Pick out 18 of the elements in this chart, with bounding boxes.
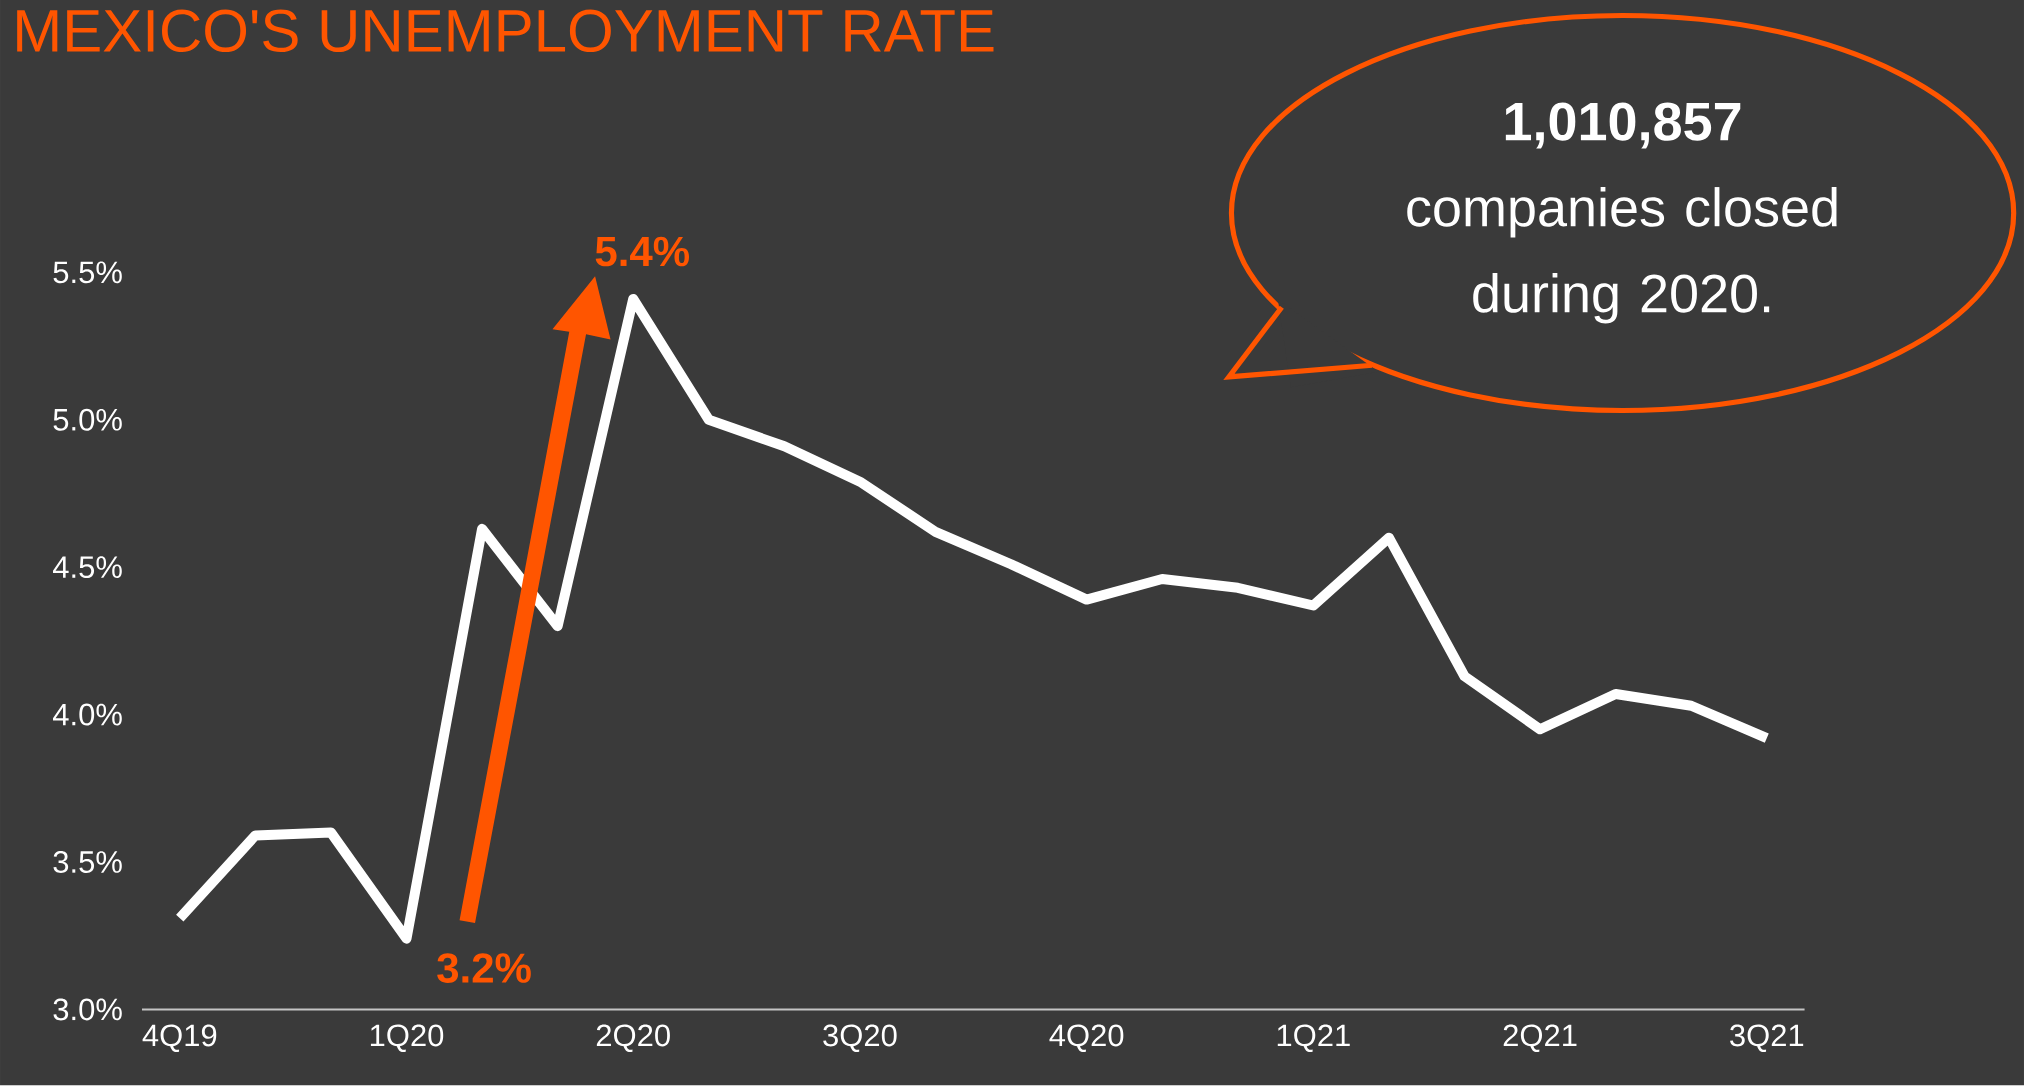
annotation: 5.4% xyxy=(595,236,689,267)
y-tick-label: 4.0% xyxy=(53,703,122,726)
annotation: 1,010,857 companies closed during 2020. xyxy=(1407,102,1837,324)
x-tick-label: 3Q20 xyxy=(823,1024,897,1053)
annotation: 3.2% xyxy=(437,953,531,984)
x-tick-label: 4Q20 xyxy=(1049,1024,1124,1053)
chart-title: MEXICO'S UNEMPLOYMENT RATE xyxy=(17,9,994,53)
y-tick-label: 3.5% xyxy=(53,851,122,874)
y-tick-label: 3.0% xyxy=(53,998,122,1021)
x-tick-label: 3Q21 xyxy=(1730,1024,1804,1053)
x-tick-label: 1Q20 xyxy=(370,1024,444,1053)
y-tick-label: 5.0% xyxy=(53,409,122,431)
x-tick-label: 2Q21 xyxy=(1503,1024,1577,1053)
x-tick-label: 4Q19 xyxy=(142,1024,217,1053)
x-tick-label: 1Q21 xyxy=(1277,1024,1350,1053)
y-tick-label: 5.5% xyxy=(53,261,122,284)
y-tick-label: 4.5% xyxy=(53,556,122,579)
x-tick-label: 2Q20 xyxy=(596,1024,670,1053)
